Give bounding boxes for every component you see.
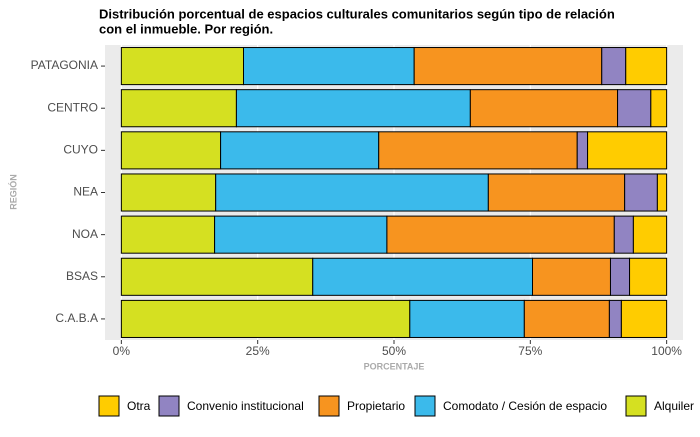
bar-segment <box>215 173 489 212</box>
bar-segment <box>120 173 217 212</box>
bar-segment <box>617 89 652 128</box>
legend-label: Alquiler <box>654 399 694 413</box>
bar-segment <box>120 299 411 338</box>
bar-segment <box>214 215 388 254</box>
bar-segment <box>650 89 668 128</box>
bar-segment <box>576 131 589 170</box>
bar-segment <box>523 299 610 338</box>
bar-segment <box>120 215 216 254</box>
bar-segment <box>386 215 615 254</box>
legend-label: Otra <box>127 399 151 413</box>
y-axis-title: REGIÓN <box>7 174 18 210</box>
legend-label: Comodato / Cesión de espacio <box>443 399 607 413</box>
x-tick-label: 0% <box>113 344 131 358</box>
y-tick-label: CENTRO <box>47 100 98 114</box>
y-tick-label: CUYO <box>63 143 98 157</box>
bar-segment <box>120 47 245 86</box>
y-tick-label: NEA <box>73 185 98 199</box>
bar-segment <box>656 173 668 212</box>
legend-swatch <box>318 395 340 417</box>
legend-swatch <box>625 395 647 417</box>
chart-title: Distribución porcentual de espacios cult… <box>99 6 615 21</box>
bar-segment <box>601 47 627 86</box>
chart-title: con el inmueble. Por región. <box>99 21 273 36</box>
bar-segment <box>243 47 415 86</box>
bar-segment <box>625 47 668 86</box>
bar-segment <box>409 299 525 338</box>
bar-segment <box>413 47 603 86</box>
bar-segment <box>469 89 619 128</box>
bar-segment <box>613 215 634 254</box>
y-tick-label: NOA <box>72 227 98 241</box>
legend-label: Propietario <box>347 399 405 413</box>
bar-segment <box>632 215 668 254</box>
bar-segment <box>608 299 622 338</box>
bar-segment <box>120 131 222 170</box>
bar-segment <box>235 89 471 128</box>
bar-segment <box>487 173 626 212</box>
bar-segment <box>120 257 314 296</box>
x-tick-label: 75% <box>518 344 542 358</box>
bar-segment <box>220 131 380 170</box>
y-tick-label: PATAGONIA <box>31 58 98 72</box>
legend-label: Convenio institucional <box>187 399 304 413</box>
x-tick-label: 50% <box>382 344 406 358</box>
legend-swatch <box>158 395 180 417</box>
bar-segment <box>609 257 631 296</box>
bar-segment <box>312 257 534 296</box>
bar-segment <box>624 173 658 212</box>
x-tick-label: 100% <box>651 344 682 358</box>
bar-segment <box>620 299 668 338</box>
bar-segment <box>378 131 578 170</box>
bar-segment <box>120 89 237 128</box>
bar-segment <box>629 257 668 296</box>
bar-segment <box>532 257 611 296</box>
bar-segment <box>587 131 668 170</box>
y-tick-label: BSAS <box>66 269 98 283</box>
legend-swatch <box>98 395 120 417</box>
y-tick-label: C.A.B.A <box>55 311 98 325</box>
x-axis-title: PORCENTAJE <box>364 361 425 371</box>
x-tick-label: 25% <box>246 344 270 358</box>
legend-swatch <box>414 395 436 417</box>
